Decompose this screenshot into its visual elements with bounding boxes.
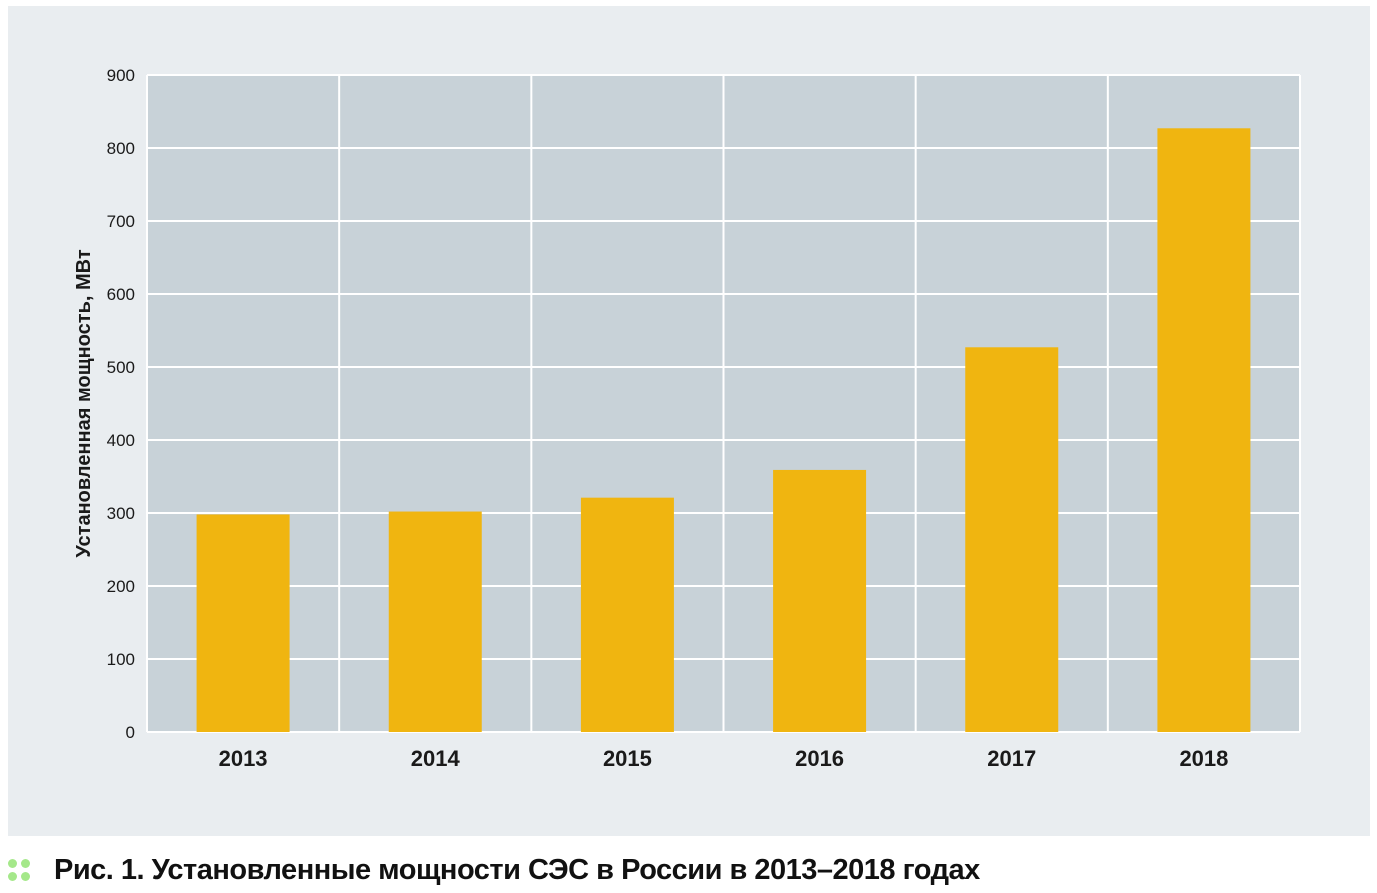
four-dots-icon <box>8 859 30 881</box>
y-tick-label: 900 <box>107 66 135 85</box>
y-axis-label: Установленная мощность, МВт <box>73 249 95 557</box>
y-tick-label: 700 <box>107 212 135 231</box>
y-tick-label: 200 <box>107 577 135 596</box>
caption-title: Установленные мощности СЭС в России в 20… <box>151 853 981 886</box>
bar-2013 <box>196 514 290 732</box>
x-tick-label: 2017 <box>987 746 1036 771</box>
x-tick-label: 2018 <box>1179 746 1228 771</box>
caption-text: Рис. 1. Установленные мощности СЭС в Рос… <box>54 854 980 887</box>
x-tick-label: 2014 <box>411 746 461 771</box>
y-tick-label: 0 <box>126 723 135 742</box>
y-tick-label: 300 <box>107 504 135 523</box>
x-tick-label: 2016 <box>795 746 844 771</box>
x-tick-label: 2013 <box>219 746 268 771</box>
bar-2017 <box>965 347 1059 732</box>
bar-chart: 0 100 200 300 400 500 600 700 800 900 2013 2014 201… <box>73 66 1301 771</box>
bar-2018 <box>1157 128 1251 732</box>
caption-label: Рис. 1. <box>54 853 145 886</box>
y-tick-label: 600 <box>107 285 135 304</box>
chart-panel: 0 100 200 300 400 500 600 700 800 900 2013 2014 201… <box>8 6 1370 836</box>
figure-caption: Рис. 1. Установленные мощности СЭС в Рос… <box>8 850 980 890</box>
bar-2014 <box>388 511 482 732</box>
bar-2016 <box>773 469 867 732</box>
y-tick-label: 100 <box>107 650 135 669</box>
x-tick-label: 2015 <box>603 746 652 771</box>
y-tick-label: 400 <box>107 431 135 450</box>
bar-2015 <box>580 497 674 732</box>
y-tick-label: 500 <box>107 358 135 377</box>
y-tick-label: 800 <box>107 139 135 158</box>
